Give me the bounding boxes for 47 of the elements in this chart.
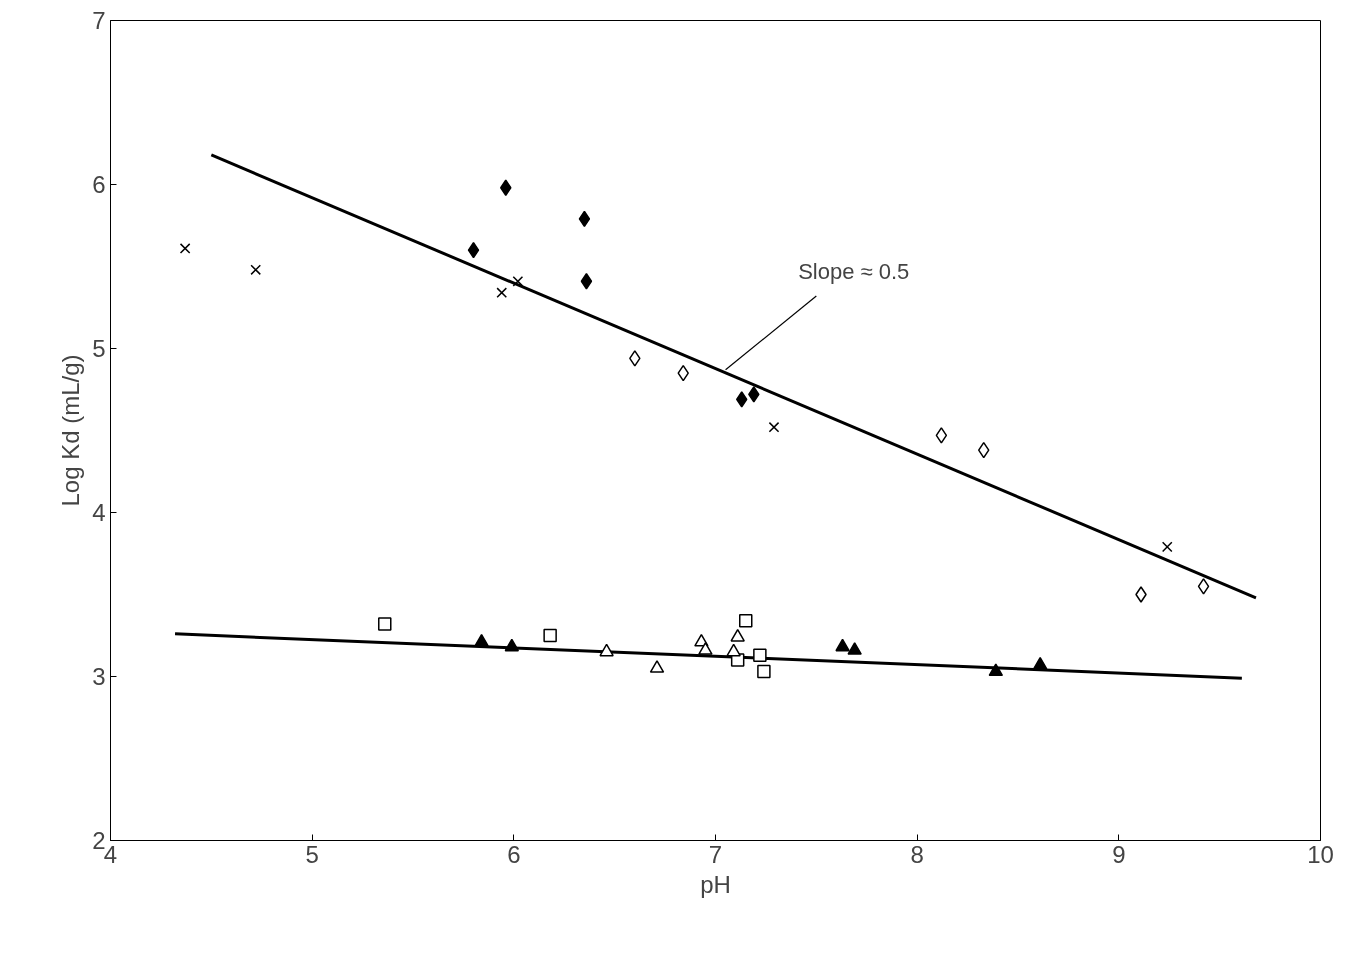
point <box>378 617 392 631</box>
point <box>739 613 753 628</box>
x-tick-label: 10 <box>1307 840 1334 868</box>
point <box>1197 578 1210 595</box>
y-tick-label: 2 <box>92 827 106 854</box>
point <box>250 264 262 276</box>
x-tick-label: 9 <box>1112 840 1126 868</box>
point <box>512 275 524 287</box>
annotation: Slope ≈ 0.5 <box>798 258 910 284</box>
point <box>474 633 489 647</box>
point <box>768 421 780 433</box>
y-tick-label: 3 <box>92 663 106 690</box>
point <box>988 663 1004 677</box>
point <box>543 628 557 643</box>
point <box>580 273 593 290</box>
point <box>467 241 480 259</box>
point <box>735 391 748 408</box>
x-tick-label: 8 <box>910 840 924 868</box>
point <box>935 427 948 444</box>
point <box>179 243 191 254</box>
point <box>1135 586 1147 603</box>
point <box>847 642 862 655</box>
point <box>698 642 713 655</box>
point <box>726 643 741 657</box>
y-tick-label: 7 <box>92 7 106 34</box>
point <box>835 638 850 652</box>
point <box>730 628 745 642</box>
point <box>599 643 614 657</box>
point <box>504 638 520 652</box>
y-axis-title: Log Kd (mL/g) <box>57 354 85 507</box>
point <box>496 287 508 299</box>
point <box>977 441 990 459</box>
point <box>753 648 767 662</box>
point <box>1032 656 1048 670</box>
y-tick-label: 5 <box>92 335 106 362</box>
x-axis-title: pH <box>700 870 731 898</box>
y-tick-label: 4 <box>92 499 106 526</box>
point <box>757 664 771 679</box>
point <box>748 386 760 403</box>
x-tick-label: 6 <box>507 840 521 868</box>
point <box>649 660 665 673</box>
x-tick-label: 5 <box>305 840 319 868</box>
point <box>578 210 591 228</box>
y-tick-label: 6 <box>92 171 106 198</box>
x-tick-label: 7 <box>708 840 723 868</box>
point <box>629 350 641 367</box>
point <box>1161 541 1173 553</box>
